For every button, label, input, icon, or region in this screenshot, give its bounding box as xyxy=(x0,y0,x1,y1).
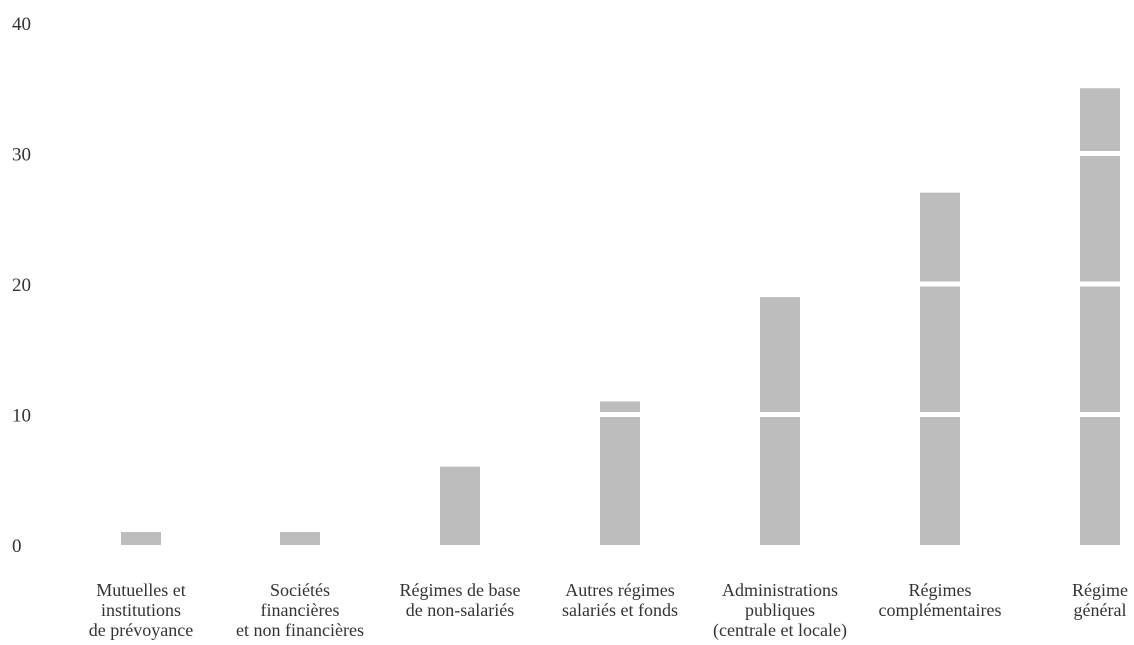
bar xyxy=(760,297,800,545)
bar xyxy=(280,531,320,545)
x-category-label-line: Sociétés xyxy=(270,580,330,600)
y-tick-label: 20 xyxy=(12,275,31,296)
y-tick-label: 0 xyxy=(12,536,22,557)
x-category-label: Régimes de base de non-salariés xyxy=(400,580,521,620)
x-category-label-line: Administrations xyxy=(722,580,838,600)
x-category-label-line: de prévoyance xyxy=(89,620,193,640)
x-category-label-line: salariés et fonds xyxy=(562,600,678,620)
x-category-label-line: complémentaires xyxy=(879,600,1002,620)
bar xyxy=(920,192,960,545)
x-category-label: Sociétés financières et non financières xyxy=(236,580,364,640)
x-category-label: Autres régimes salariés et fonds xyxy=(562,580,678,620)
x-category-label-line: Mutuelles et xyxy=(96,580,185,600)
x-category-label-line: Régimes xyxy=(909,580,972,600)
x-category-label-line: Autres régimes xyxy=(565,580,674,600)
x-category-label-line: institutions xyxy=(101,600,181,620)
bar-segment xyxy=(121,531,161,545)
bar-segment xyxy=(760,297,800,412)
bar xyxy=(121,531,161,545)
x-category-label-line: (centrale et locale) xyxy=(713,620,847,641)
x-category-label: Administrations publiques (centrale et loc… xyxy=(713,580,847,641)
bar-segment xyxy=(760,417,800,545)
x-category-label: Régimes complémentaires xyxy=(879,580,1002,620)
y-tick-label: 40 xyxy=(12,14,31,35)
bar-segment xyxy=(920,417,960,545)
x-category-label: Mutuelles et institutions de prévoyance xyxy=(89,580,193,640)
x-category-label-line: général xyxy=(1074,600,1127,620)
x-category-label-line: et non financières xyxy=(236,620,364,640)
x-category-label: Régime général xyxy=(1072,580,1128,620)
bar-segment xyxy=(1080,88,1120,151)
x-category-label-line: publiques xyxy=(745,600,815,620)
bar-segment xyxy=(1080,286,1120,412)
bars xyxy=(121,88,1120,545)
bar-segment xyxy=(280,531,320,545)
bar-segment xyxy=(600,417,640,545)
bar xyxy=(440,466,480,545)
bar xyxy=(1080,88,1120,545)
x-category-label-line: Régimes de base xyxy=(400,580,521,600)
x-category-label-line: Régime xyxy=(1072,580,1128,600)
bar xyxy=(600,401,640,545)
x-category-label-line: de non-salariés xyxy=(406,600,514,620)
bar-segment xyxy=(1080,417,1120,545)
y-tick-label: 30 xyxy=(12,145,31,166)
x-axis-labels: Mutuelles et institutions de prévoyance Soc… xyxy=(89,580,1128,641)
bar-segment xyxy=(920,192,960,282)
bar-segment xyxy=(920,286,960,412)
bar-segment xyxy=(1080,156,1120,282)
bar-segment xyxy=(440,466,480,545)
x-category-label-line: financières xyxy=(261,600,340,620)
y-tick-label: 10 xyxy=(12,406,31,427)
y-axis-ticks: 0 10 20 30 40 xyxy=(12,14,31,557)
bar-segment xyxy=(600,401,640,412)
